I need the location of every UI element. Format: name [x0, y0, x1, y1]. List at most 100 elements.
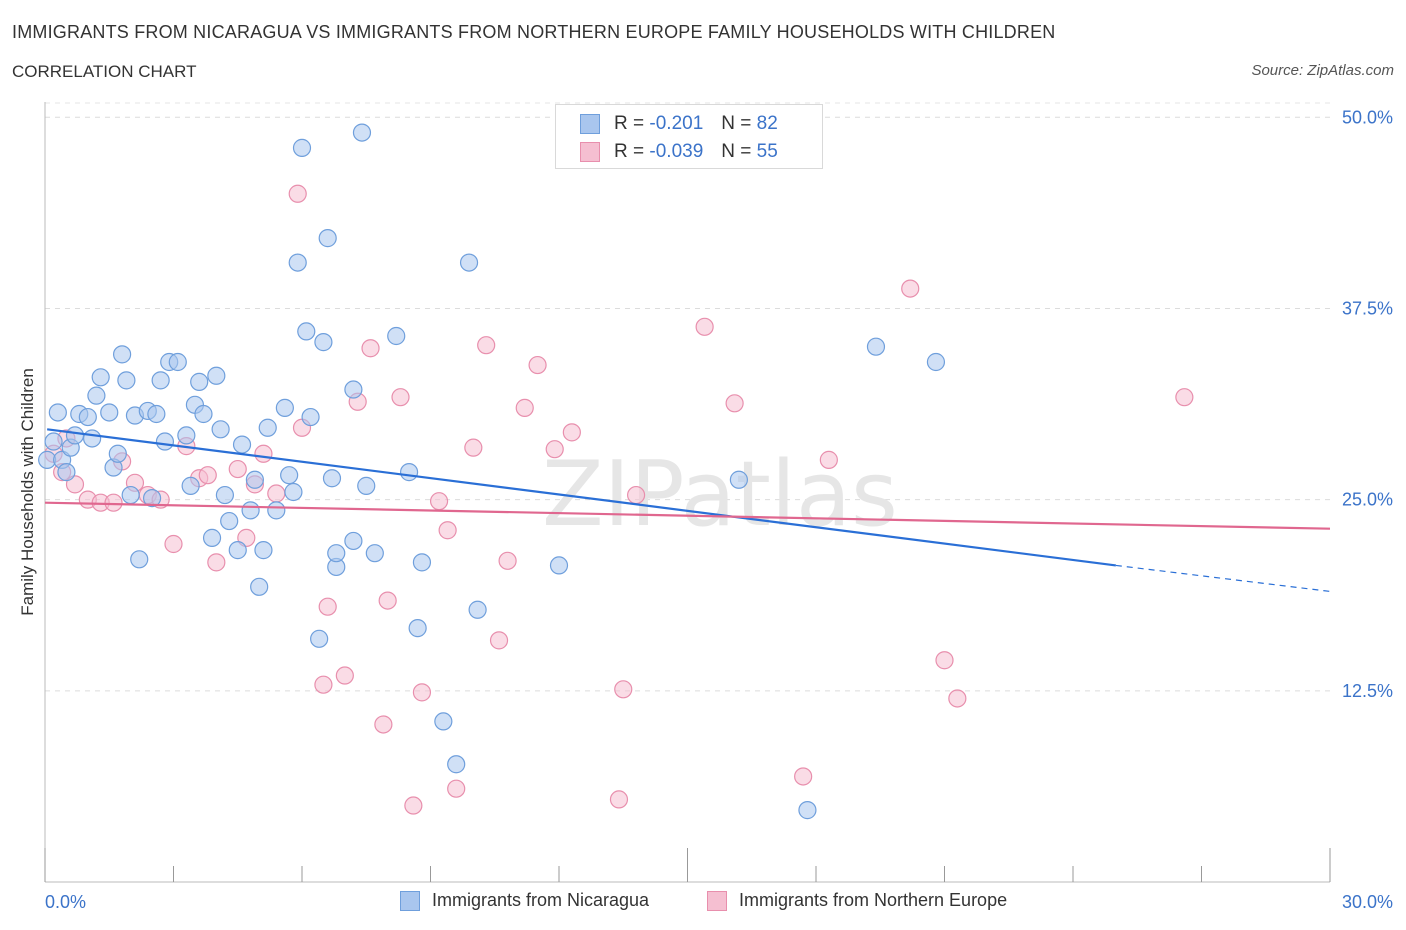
- y-axis-title: Family Households with Children: [18, 368, 37, 616]
- chart-subtitle: CORRELATION CHART: [12, 62, 197, 81]
- data-point: [147, 404, 166, 424]
- data-point: [168, 352, 187, 372]
- data-point: [57, 463, 76, 482]
- legend-n-value-2: 55: [756, 141, 778, 162]
- data-point: [464, 438, 483, 457]
- data-point: [91, 368, 110, 387]
- data-point: [545, 440, 564, 459]
- data-point: [378, 591, 397, 610]
- data-point: [447, 779, 466, 798]
- data-point: [318, 229, 337, 248]
- legend-n-value-1: 82: [756, 113, 778, 134]
- data-point: [515, 398, 534, 417]
- bottom-legend-label-nicaragua: Immigrants from Nicaragua: [432, 890, 650, 910]
- data-point: [130, 550, 149, 569]
- legend-r-value-2: -0.039: [649, 141, 704, 162]
- data-point: [352, 123, 372, 142]
- data-point: [365, 544, 384, 563]
- data-point: [155, 432, 175, 451]
- data-point: [202, 528, 222, 547]
- data-point: [241, 501, 260, 520]
- legend-n-label: N =: [721, 113, 752, 134]
- data-point: [292, 138, 312, 157]
- data-point: [117, 371, 136, 390]
- series-northern-europe-points: [44, 118, 1194, 815]
- data-point: [391, 388, 410, 407]
- data-point: [232, 435, 252, 454]
- data-point: [429, 492, 449, 511]
- data-point: [477, 336, 496, 355]
- data-point: [228, 541, 247, 560]
- data-point: [108, 444, 127, 463]
- data-point: [935, 651, 954, 670]
- data-point: [335, 666, 354, 685]
- data-point: [250, 577, 269, 596]
- data-point: [258, 418, 277, 437]
- data-point: [948, 689, 967, 708]
- data-point: [344, 531, 363, 551]
- data-point: [288, 184, 307, 203]
- data-point: [901, 279, 920, 298]
- data-point: [357, 476, 376, 495]
- y-tick-label: 12.5%: [1342, 681, 1393, 701]
- data-point: [275, 398, 294, 417]
- data-point: [866, 337, 886, 356]
- bottom-legend-swatch-pink: [707, 890, 727, 911]
- bottom-legend-swatch-blue: [400, 890, 420, 911]
- data-point: [344, 380, 363, 399]
- chart-title: IMMIGRANTS FROM NICARAGUA VS IMMIGRANTS …: [12, 22, 1056, 42]
- data-point: [819, 450, 838, 469]
- data-point: [729, 470, 749, 489]
- y-tick-label: 25.0%: [1342, 490, 1393, 510]
- data-point: [447, 755, 466, 774]
- legend-row-nicaragua: R = -0.201 N = 82: [580, 113, 778, 135]
- data-point: [121, 485, 140, 505]
- data-point: [361, 339, 380, 358]
- data-point: [626, 485, 646, 505]
- data-point: [374, 715, 393, 734]
- y-axis-tick-labels: 12.5% 25.0% 37.5% 50.0%: [1342, 107, 1393, 701]
- data-point: [181, 476, 200, 495]
- trend-line-nicaragua-extrapolated: [1115, 564, 1331, 593]
- data-point: [327, 544, 346, 563]
- data-point: [215, 485, 234, 505]
- data-point: [198, 466, 217, 485]
- data-point: [1175, 388, 1194, 407]
- data-point: [614, 680, 633, 699]
- data-point: [438, 521, 457, 540]
- data-point: [267, 484, 286, 503]
- data-point: [83, 429, 102, 448]
- data-point: [112, 345, 132, 364]
- legend-r-label: R =: [614, 113, 645, 134]
- data-point: [489, 631, 509, 650]
- data-point: [190, 372, 209, 391]
- data-point: [65, 426, 85, 445]
- data-point: [562, 423, 581, 442]
- data-point: [926, 352, 946, 372]
- legend-swatch-pink: [580, 142, 600, 162]
- data-point: [104, 493, 123, 512]
- data-point: [408, 619, 427, 638]
- data-point: [794, 767, 813, 786]
- data-point: [314, 675, 333, 694]
- data-point: [142, 489, 162, 508]
- source-label: Source: ZipAtlas.com: [1251, 62, 1394, 79]
- data-point: [194, 404, 213, 424]
- data-point: [177, 426, 196, 445]
- data-point: [412, 683, 432, 702]
- data-point: [288, 253, 307, 272]
- data-point: [164, 534, 183, 554]
- data-point: [468, 600, 487, 619]
- data-point: [44, 432, 63, 451]
- x-tick-label-min: 0.0%: [45, 892, 86, 912]
- data-point: [725, 394, 744, 413]
- x-tick-label-max: 30.0%: [1342, 892, 1393, 912]
- data-point: [254, 444, 273, 463]
- trend-line-nicaragua: [47, 428, 1116, 567]
- data-point: [151, 371, 170, 390]
- legend-swatch-blue: [580, 114, 600, 134]
- series-nicaragua-points: [38, 123, 946, 820]
- data-point: [528, 355, 547, 375]
- data-point: [254, 541, 273, 560]
